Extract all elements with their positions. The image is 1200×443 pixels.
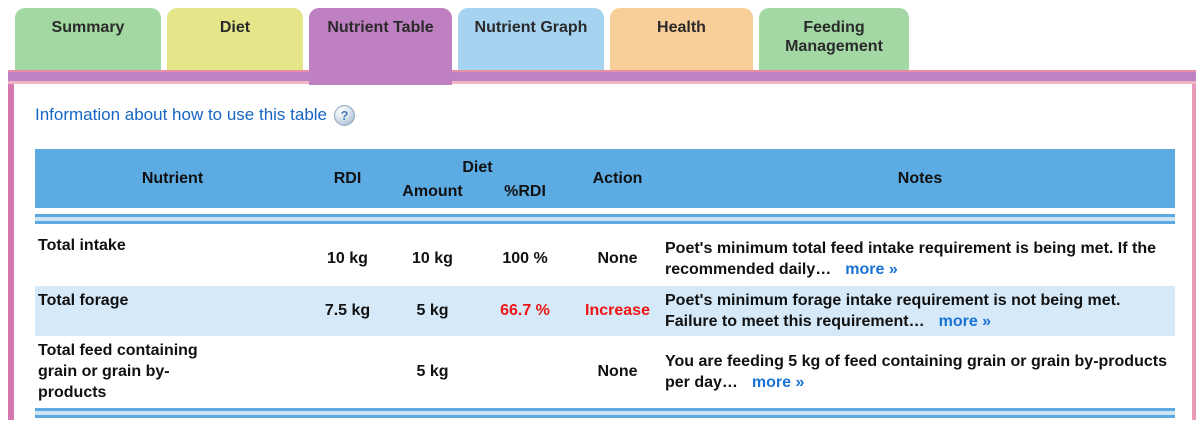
header-diet-group: Diet Amount %RDI bbox=[385, 149, 570, 208]
table-row: Total feed containing grain or grain by-… bbox=[35, 336, 1175, 408]
more-link[interactable]: more » bbox=[938, 313, 992, 330]
nutrient-table: Nutrient RDI Diet Amount %RDI Action Not… bbox=[35, 149, 1175, 418]
row-notes: You are feeding 5 kg of feed containing … bbox=[665, 351, 1175, 393]
row-notes-text: You are feeding 5 kg of feed containing … bbox=[665, 353, 1167, 391]
table-row: Total forage 7.5 kg 5 kg 66.7 % Increase… bbox=[35, 286, 1175, 336]
tab-nutrient-table[interactable]: Nutrient Table bbox=[309, 8, 452, 85]
row-1-action: Increase bbox=[585, 302, 650, 319]
tab-diet-label: Diet bbox=[219, 19, 251, 36]
row-rdi: 7.5 kg bbox=[324, 302, 371, 319]
tab-health-label: Health bbox=[657, 19, 706, 36]
header-percent-rdi: %RDI bbox=[504, 182, 546, 200]
row-2-action: None bbox=[597, 363, 638, 380]
row-notes-text: Poet's minimum forage intake requirement… bbox=[665, 292, 1121, 330]
help-icon[interactable]: ? bbox=[334, 104, 356, 126]
header-action: Action bbox=[592, 169, 643, 187]
row-rdi: 10 kg bbox=[327, 249, 368, 267]
table-header-row: Nutrient RDI Diet Amount %RDI Action Not… bbox=[35, 149, 1175, 208]
row-notes: Poet's minimum forage intake requirement… bbox=[665, 290, 1175, 332]
row-amount: 5 kg bbox=[416, 302, 449, 319]
table-help-link[interactable]: Information about how to use this table bbox=[35, 105, 328, 124]
table-row: Total intake 10 kg 10 kg 100 % None Poet… bbox=[35, 231, 1175, 286]
tab-feeding-management-label: Feeding Management bbox=[785, 19, 883, 55]
tab-diet[interactable]: Diet bbox=[167, 8, 303, 70]
row-1-percent: 66.7 % bbox=[500, 302, 550, 319]
tab-summary-label: Summary bbox=[51, 19, 125, 36]
header-notes: Notes bbox=[897, 169, 943, 187]
row-nutrient: Total forage bbox=[38, 292, 129, 309]
tab-nutrient-graph[interactable]: Nutrient Graph bbox=[458, 8, 604, 70]
more-link[interactable]: more » bbox=[845, 260, 898, 278]
tab-summary[interactable]: Summary bbox=[15, 8, 161, 70]
row-amount: 10 kg bbox=[412, 249, 453, 267]
tab-health[interactable]: Health bbox=[610, 8, 753, 70]
row-nutrient: Total feed containing grain or grain by-… bbox=[38, 342, 198, 401]
tab-feeding-management[interactable]: Feeding Management bbox=[759, 8, 909, 70]
header-nutrient: Nutrient bbox=[141, 169, 204, 187]
row-notes: Poet's minimum total feed intake require… bbox=[665, 238, 1175, 280]
header-amount: Amount bbox=[402, 182, 463, 200]
info-row: Information about how to use this table … bbox=[35, 103, 1192, 127]
row-nutrient: Total intake bbox=[38, 237, 126, 254]
nutrient-table-panel: Information about how to use this table … bbox=[8, 70, 1196, 420]
panel-top-border bbox=[8, 70, 1196, 84]
tab-nutrient-table-label: Nutrient Table bbox=[327, 19, 434, 36]
header-separator bbox=[35, 214, 1175, 224]
row-notes-text: Poet's minimum total feed intake require… bbox=[665, 239, 1157, 278]
tab-nutrient-graph-label: Nutrient Graph bbox=[474, 19, 588, 36]
tab-strip: Summary Diet Nutrient Table Nutrient Gra… bbox=[15, 8, 909, 85]
footer-separator bbox=[35, 408, 1175, 418]
more-link[interactable]: more » bbox=[751, 374, 805, 391]
header-rdi: RDI bbox=[333, 169, 362, 187]
row-0-action: None bbox=[597, 249, 638, 267]
header-diet: Diet bbox=[462, 158, 493, 176]
panel-body: Information about how to use this table … bbox=[8, 84, 1196, 420]
row-0-percent: 100 % bbox=[502, 249, 548, 267]
row-amount: 5 kg bbox=[416, 363, 449, 380]
